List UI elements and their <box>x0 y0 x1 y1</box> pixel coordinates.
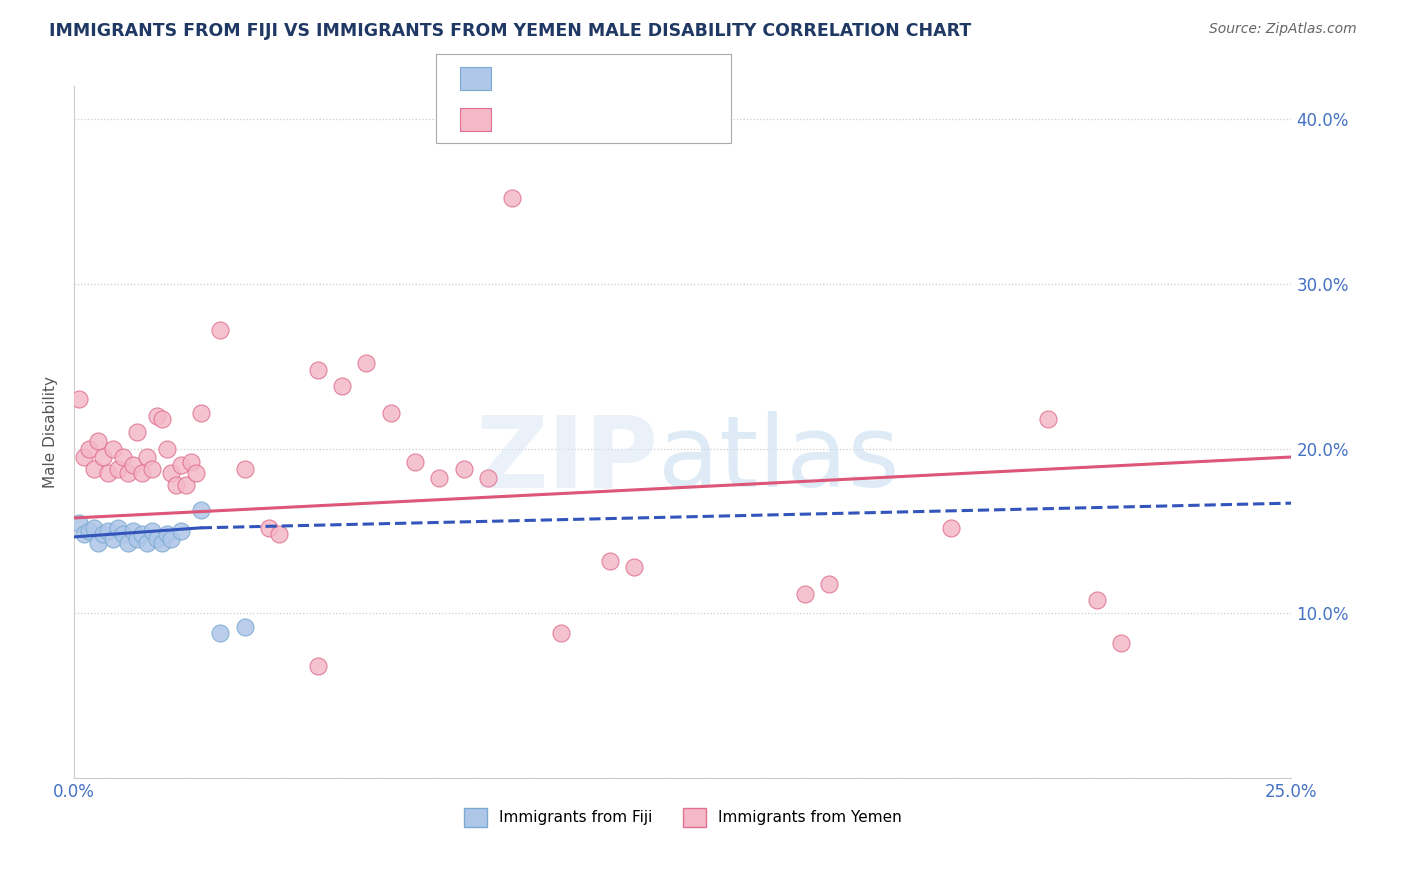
Point <box>404 455 426 469</box>
Point <box>156 527 179 541</box>
Point <box>111 450 134 464</box>
Point <box>209 626 232 640</box>
Point <box>1036 412 1059 426</box>
Point <box>170 524 193 538</box>
Point <box>83 521 105 535</box>
Point <box>136 450 159 464</box>
Point <box>101 442 124 456</box>
Point <box>267 527 290 541</box>
Point <box>77 442 100 456</box>
Point <box>121 458 143 473</box>
Point <box>97 467 120 481</box>
Point <box>233 461 256 475</box>
Point <box>77 524 100 538</box>
Point <box>1109 636 1132 650</box>
Point <box>131 467 153 481</box>
Text: N =: N = <box>591 111 643 128</box>
Text: 0.129: 0.129 <box>541 111 598 128</box>
Text: ZIP: ZIP <box>475 411 658 508</box>
Text: N =: N = <box>591 70 643 87</box>
Text: 50: 50 <box>636 111 661 128</box>
Point <box>107 461 129 475</box>
Text: 24: 24 <box>636 70 661 87</box>
Point <box>330 379 353 393</box>
Legend: Immigrants from Fiji, Immigrants from Yemen: Immigrants from Fiji, Immigrants from Ye… <box>458 802 908 833</box>
Point <box>87 434 110 448</box>
Point <box>127 533 149 547</box>
Point <box>427 471 450 485</box>
Point <box>477 471 499 485</box>
Point <box>170 458 193 473</box>
Text: atlas: atlas <box>658 411 900 508</box>
Point <box>107 521 129 535</box>
Point <box>257 521 280 535</box>
Text: IMMIGRANTS FROM FIJI VS IMMIGRANTS FROM YEMEN MALE DISABILITY CORRELATION CHART: IMMIGRANTS FROM FIJI VS IMMIGRANTS FROM … <box>49 22 972 40</box>
Point <box>623 560 645 574</box>
Point <box>174 478 197 492</box>
Point <box>501 191 523 205</box>
Point <box>83 461 105 475</box>
Point <box>1085 593 1108 607</box>
Point <box>939 521 962 535</box>
Y-axis label: Male Disability: Male Disability <box>44 376 58 488</box>
Point <box>307 659 329 673</box>
Point <box>87 535 110 549</box>
Point <box>117 467 139 481</box>
Point <box>111 527 134 541</box>
Point <box>146 533 169 547</box>
Point <box>160 467 183 481</box>
Point <box>131 527 153 541</box>
Point <box>190 502 212 516</box>
Point <box>97 524 120 538</box>
Point <box>150 535 173 549</box>
Point <box>307 362 329 376</box>
Point <box>354 356 377 370</box>
Point <box>73 527 96 541</box>
Point <box>101 533 124 547</box>
Text: 0.060: 0.060 <box>541 70 598 87</box>
Point <box>73 450 96 464</box>
Point <box>121 524 143 538</box>
Point <box>184 467 207 481</box>
Point <box>117 535 139 549</box>
Point <box>180 455 202 469</box>
Point <box>91 527 114 541</box>
Point <box>453 461 475 475</box>
Point <box>150 412 173 426</box>
Text: Source: ZipAtlas.com: Source: ZipAtlas.com <box>1209 22 1357 37</box>
Point <box>380 405 402 419</box>
Point <box>146 409 169 423</box>
Point <box>233 620 256 634</box>
Point <box>141 524 163 538</box>
Point <box>160 533 183 547</box>
Point <box>156 442 179 456</box>
Point <box>209 323 232 337</box>
Point <box>67 392 90 407</box>
Text: R =: R = <box>502 111 547 128</box>
Point <box>91 450 114 464</box>
Point <box>793 587 815 601</box>
Point <box>165 478 187 492</box>
Point <box>136 535 159 549</box>
Point <box>550 626 572 640</box>
Text: R =: R = <box>502 70 541 87</box>
Point <box>127 425 149 440</box>
Point <box>141 461 163 475</box>
Point <box>190 405 212 419</box>
Point <box>818 577 841 591</box>
Point <box>67 516 90 530</box>
Point <box>599 554 621 568</box>
